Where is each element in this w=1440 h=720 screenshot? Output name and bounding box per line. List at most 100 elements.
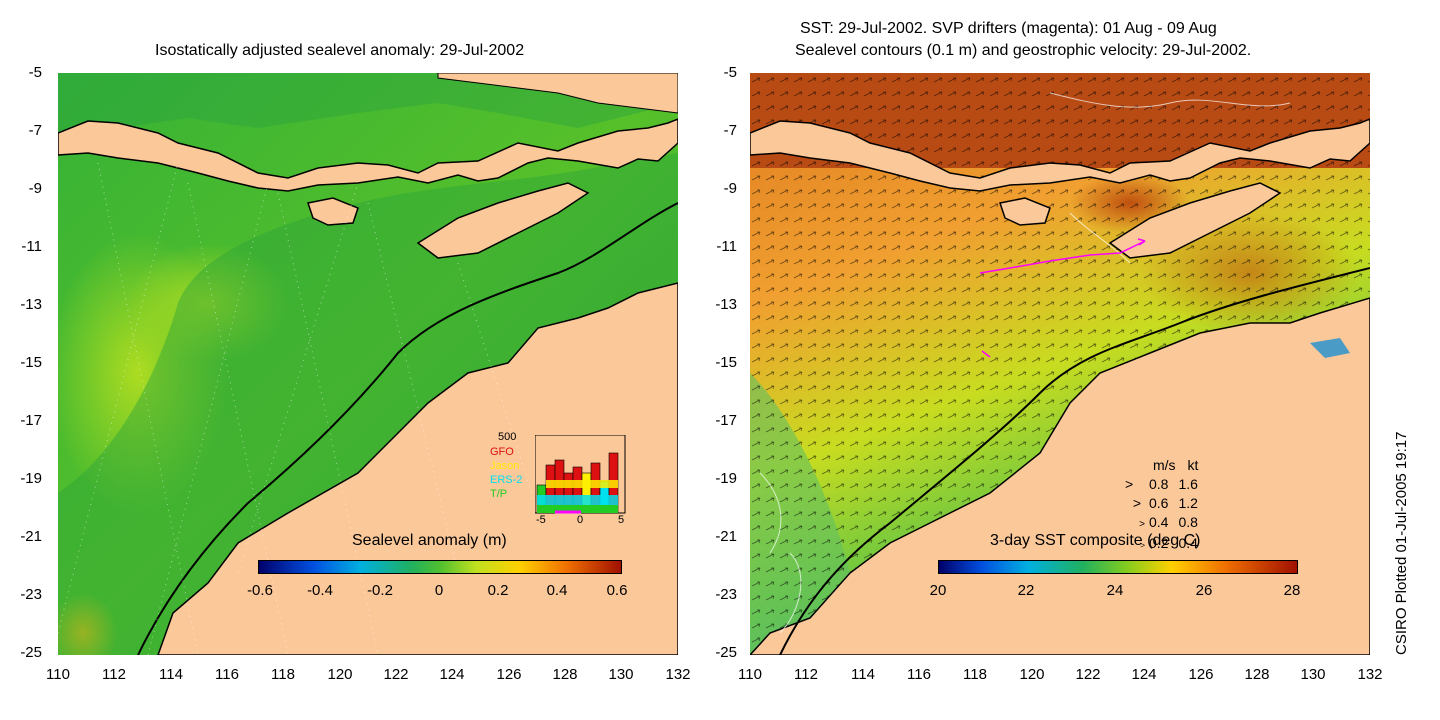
right-lon-tick: 120 [1019,666,1045,683]
right-lon-tick: 124 [1131,666,1157,683]
velocity-key-ms: 0.4 [1149,514,1169,530]
altimeter-histogram [535,435,626,514]
left-lat-tick: -9 [28,180,42,197]
right-lon-tick: 132 [1357,666,1383,683]
left-lon-tick: 120 [327,666,353,683]
left-cb-tick-5: 0.4 [546,582,568,599]
right-lon-tick: 126 [1188,666,1214,683]
left-map-title: Isostatically adjusted sealevel anomaly:… [155,42,525,59]
velocity-key-kt: 0.8 [1178,514,1198,530]
left-lon-tick: 116 [215,666,239,683]
right-cb-tick-0: 20 [929,582,947,599]
timor-island [1108,182,1282,259]
left-lon-tick: 124 [439,666,465,683]
right-cb-tick-3: 26 [1195,582,1213,599]
right-cb-tick-4: 28 [1283,582,1301,599]
left-lon-tick: 130 [608,666,634,683]
velocity-key-kt-header: kt [1187,457,1199,473]
right-lon-tick: 122 [1075,666,1101,683]
right-lon-tick: 114 [851,666,875,683]
legend-ers2: ERS-2 [490,474,523,486]
timor-island [416,182,590,259]
left-lat-tick: -25 [20,644,42,661]
left-lat-tick: -17 [20,412,42,429]
right-lat-tick: -11 [716,238,737,255]
left-lon-tick: 112 [102,666,126,683]
indonesia-islands [750,118,1370,192]
velocity-key-ms-header: m/s [1153,457,1176,473]
right-lon-tick: 112 [794,666,818,683]
right-map-title-line2: Sealevel contours (0.1 m) and geostrophi… [795,42,1252,59]
left-colorbar-label: Sealevel anomaly (m) [352,532,507,549]
left-lat-tick: -5 [28,64,42,81]
left-lon-tick: 114 [159,666,183,683]
right-lon-tick: 110 [738,666,762,683]
histogram-bars [536,452,619,514]
right-cb-tick-2: 24 [1106,582,1124,599]
svp-drifter-track-short [981,350,991,358]
left-lat-tick: -7 [28,122,42,139]
right-lon-tick: 128 [1244,666,1270,683]
velocity-key-kt: 1.6 [1178,476,1198,492]
altimeter-tracks [58,162,539,655]
velocity-key: m/s kt >0.8 1.6 >0.6 1.2 >0.4 0.8 >0.2 0.4 [1125,457,1199,551]
left-lon-tick: 118 [271,666,295,683]
left-lat-tick: -15 [20,354,42,371]
northern-islands [437,73,678,114]
velocity-key-ms: 0.6 [1149,495,1169,511]
histogram-legend: GFO Jason ERS-2 T/P [490,445,522,501]
right-lat-tick: -15 [715,354,737,371]
hist-tick-0: 0 [577,514,584,526]
plot-credit: CSIRO Plotted 01-Jul-2005 19:17 [1393,431,1410,655]
shelf-contour [779,267,1370,655]
sealevel-contours [759,92,1291,634]
right-colorbar-label: 3-day SST composite (deg C) [990,532,1201,549]
left-cb-tick-6: 0.6 [606,582,628,599]
left-lon-tick: 132 [665,666,691,683]
left-cb-tick-0: -0.6 [247,582,273,599]
right-lat-tick: -9 [723,180,737,197]
left-cb-tick-4: 0.2 [487,582,509,599]
left-lon-tick: 128 [552,666,578,683]
right-lat-tick: -23 [715,586,737,603]
right-lat-tick: -17 [715,412,737,429]
left-cb-tick-1: -0.4 [307,582,333,599]
left-lon-tick: 126 [496,666,522,683]
velocity-key-kt: 1.2 [1178,495,1198,511]
right-lon-tick: 130 [1300,666,1326,683]
svp-drifter-track [979,240,1146,274]
left-lat-tick: -13 [20,296,42,313]
indonesia-islands [58,118,678,192]
left-colorbar [258,560,622,574]
legend-tp: T/P [490,488,508,500]
left-lat-tick: -11 [21,238,42,255]
left-lon-tick: 110 [46,666,70,683]
left-lat-tick: -19 [20,470,42,487]
velocity-key-ms: 0.8 [1149,476,1169,492]
velocity-key-kt: 0.4 [1178,535,1198,551]
left-lon-tick: 122 [383,666,409,683]
left-lat-tick: -21 [20,528,42,545]
right-lon-tick: 118 [963,666,987,683]
left-lat-tick: -23 [20,586,42,603]
sumba-island [999,197,1051,226]
right-lat-tick: -5 [723,64,737,81]
bathymetry-contour [137,202,678,655]
sumba-island [307,197,359,226]
right-colorbar [938,560,1298,574]
velocity-key-ms: 0.2 [1149,535,1169,551]
legend-jason: Jason [490,460,520,472]
right-lat-tick: -7 [723,122,737,139]
high-anomaly-spot [58,593,118,655]
right-lat-tick: -21 [715,528,737,545]
right-lon-tick: 116 [907,666,931,683]
right-lat-tick: -25 [715,644,737,661]
right-cb-tick-1: 22 [1017,582,1035,599]
hist-tick-neg5: -5 [536,514,546,526]
left-cb-tick-3: 0 [434,582,444,599]
left-cb-tick-2: -0.2 [367,582,393,599]
legend-gfo: GFO [490,446,514,458]
right-lat-tick: -19 [715,470,737,487]
right-map-title-line1: SST: 29-Jul-2002. SVP drifters (magenta)… [800,20,1217,37]
histogram-max-label: 500 [498,431,517,443]
